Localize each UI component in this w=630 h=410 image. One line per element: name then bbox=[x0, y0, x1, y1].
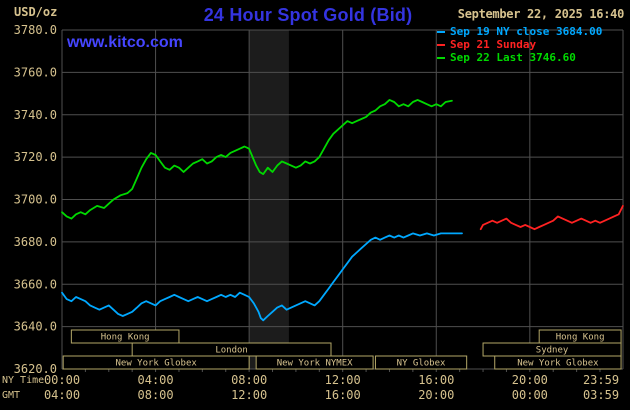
x-axis-label-ny: 00:00 bbox=[44, 373, 80, 387]
session-label: London bbox=[215, 346, 248, 356]
y-axis-label: 3740.0 bbox=[14, 108, 57, 122]
unit-label: USD/oz bbox=[14, 5, 58, 19]
session-box bbox=[70, 329, 180, 344]
y-axis-label: 3760.0 bbox=[14, 65, 57, 79]
x-axis-label-ny: 12:00 bbox=[325, 373, 361, 387]
series-sep-22 bbox=[61, 99, 453, 220]
x-axis-label-ny: 04:00 bbox=[138, 373, 174, 387]
session-label: Hong Kong bbox=[556, 333, 605, 343]
page-title: 24 Hour Spot Gold (Bid) bbox=[203, 5, 413, 25]
x-axis-label-gmt: 03:59 bbox=[583, 388, 619, 402]
x-axis-label-gmt: 00:00 bbox=[512, 388, 548, 402]
gmt-axis-label: GMT bbox=[2, 390, 21, 401]
x-axis-label-gmt: 08:00 bbox=[138, 388, 174, 402]
session-label: Sydney bbox=[536, 346, 569, 356]
session-label: Hong Kong bbox=[101, 333, 150, 343]
timestamp: September 22, 2025 16:40 bbox=[457, 7, 625, 21]
legend-label: Sep 19 NY close 3684.00 bbox=[450, 25, 603, 38]
legend: Sep 19 NY close 3684.00 Sep 21 Sunday Sep … bbox=[437, 25, 602, 64]
session-box bbox=[374, 355, 468, 370]
kitco-link[interactable]: www.kitco.com bbox=[67, 34, 183, 51]
series-sep-19-ny-close bbox=[61, 232, 463, 322]
legend-label: Sep 22 Last 3746.60 bbox=[450, 51, 576, 64]
y-axis-label: 3660.0 bbox=[14, 277, 57, 291]
y-axis-label: 3620.0 bbox=[14, 362, 57, 376]
legend-item: Sep 21 Sunday bbox=[437, 38, 602, 51]
y-axis-label: 3700.0 bbox=[14, 193, 57, 207]
x-axis-label-gmt: 20:00 bbox=[418, 388, 454, 402]
x-axis-label-ny: 08:00 bbox=[231, 373, 267, 387]
y-axis-label: 3780.0 bbox=[14, 23, 57, 37]
legend-item: Sep 19 NY close 3684.00 bbox=[437, 25, 602, 38]
legend-label: Sep 21 Sunday bbox=[450, 38, 537, 51]
session-box bbox=[494, 355, 622, 370]
x-axis-label-ny: 20:00 bbox=[512, 373, 548, 387]
session-label: NY Globex bbox=[397, 359, 446, 369]
ny-time-axis-label: NY Time bbox=[2, 375, 45, 386]
session-label: New York NYMEX bbox=[277, 359, 353, 369]
legend-item: Sep 22 Last 3746.60 bbox=[437, 51, 602, 64]
y-axis-label: 3720.0 bbox=[14, 150, 57, 164]
x-axis-label-gmt: 16:00 bbox=[325, 388, 361, 402]
legend-dash-icon bbox=[437, 30, 445, 33]
x-axis-label-gmt: 12:00 bbox=[231, 388, 267, 402]
x-axis-label-ny: 16:00 bbox=[418, 373, 454, 387]
legend-dash-icon bbox=[437, 56, 445, 59]
legend-dash-icon bbox=[437, 43, 445, 46]
series-sep-21-sunday bbox=[479, 204, 624, 231]
session-box bbox=[62, 355, 250, 370]
y-axis-label: 3680.0 bbox=[14, 235, 57, 249]
session-box bbox=[255, 355, 374, 370]
x-axis-label-gmt: 04:00 bbox=[44, 388, 80, 402]
y-axis-label: 3640.0 bbox=[14, 320, 57, 334]
session-label: New York Globex bbox=[517, 359, 599, 369]
x-axis-label-ny: 23:59 bbox=[583, 373, 619, 387]
session-label: New York Globex bbox=[116, 359, 198, 369]
